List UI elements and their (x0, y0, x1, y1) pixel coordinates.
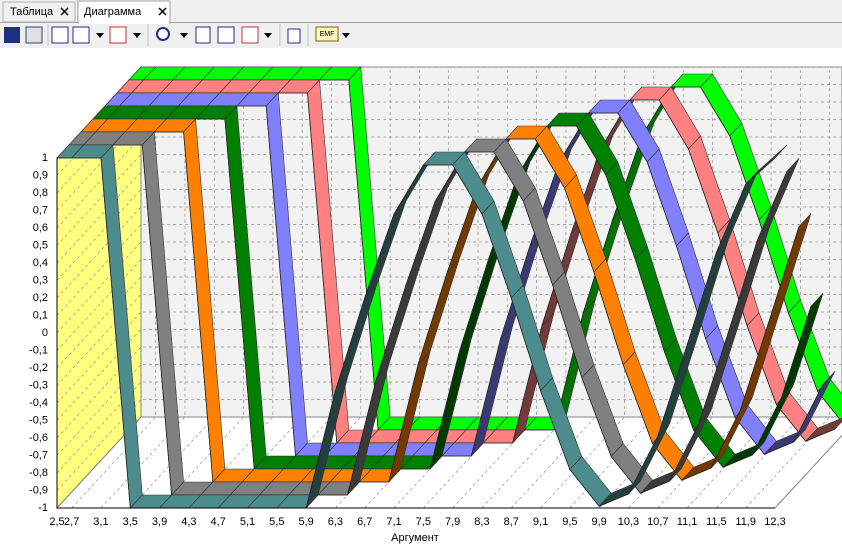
tab[interactable]: Диаграмма (77, 0, 171, 24)
dropdown-arrow[interactable] (133, 33, 141, 38)
x-tick-label: 11,5 (706, 516, 727, 528)
y-tick-label: -0,8 (29, 467, 48, 479)
x-tick-label: 2,5 (49, 516, 64, 528)
x-tick-label: 9,9 (592, 516, 607, 528)
dropdown-arrow[interactable] (342, 33, 350, 38)
y-tick-label: 0,5 (33, 239, 48, 251)
x-tick-label: 7,1 (386, 516, 401, 528)
x-tick-label: 4,7 (211, 516, 226, 528)
ribbon (92, 105, 824, 470)
x-tick-label: 9,5 (562, 516, 577, 528)
x-tick-label: 3,9 (152, 516, 167, 528)
x-tick-label: 7,5 (416, 516, 431, 528)
x-tick-label: 4,3 (181, 516, 196, 528)
tool-button[interactable] (72, 26, 90, 44)
tab[interactable]: Таблица (2, 1, 76, 23)
y-tick-label: 1 (42, 152, 48, 164)
x-axis-title: Аргумент (391, 532, 439, 544)
x-tick-label: 5,1 (240, 516, 255, 528)
y-tick-label: 0 (42, 327, 48, 339)
toolbar: EMF (4, 24, 350, 46)
y-tick-label: -0,9 (29, 484, 48, 496)
x-tick-label: 5,5 (269, 516, 284, 528)
x-tick-label: 7,9 (445, 516, 460, 528)
x-tick-label: 8,7 (504, 516, 519, 528)
tool-button[interactable] (4, 27, 20, 43)
y-tick-label: -1 (38, 502, 48, 514)
tool-button[interactable] (156, 27, 170, 41)
x-tick-label: 9,1 (533, 516, 548, 528)
x-tick-label: 8,3 (474, 516, 489, 528)
series-line (93, 118, 812, 470)
close-icon[interactable] (60, 7, 69, 16)
y-tick-label: -0,6 (29, 432, 48, 444)
y-tick-label: -0,2 (29, 362, 48, 374)
x-tick-label: 12,3 (764, 516, 785, 528)
emf-label[interactable]: EMF (320, 31, 335, 38)
tool-button[interactable] (287, 28, 301, 44)
axis-labels: Аргумент -1 -0,9 -0,8 -0,7 -0,6 -0,5 -0,4 -0,3 -… (29, 152, 786, 544)
tool-button[interactable] (315, 26, 339, 42)
tool-button[interactable] (241, 26, 259, 44)
tool-button[interactable] (195, 26, 211, 44)
dropdown-arrow[interactable] (180, 33, 188, 38)
y-tick-label: 0,2 (33, 292, 48, 304)
ribbon (56, 144, 788, 509)
x-tick-label: 2,7 (64, 516, 79, 528)
dropdown-arrow[interactable] (264, 33, 272, 38)
y-tick-label: 0,8 (33, 187, 48, 199)
x-tick-label: 6,7 (357, 516, 372, 528)
ribbon (68, 131, 800, 496)
tool-button[interactable] (51, 26, 69, 44)
y-tick-label: -0,3 (29, 379, 48, 391)
y-tick-label: 0,4 (33, 257, 48, 269)
y-tick-label: 0,6 (33, 222, 48, 234)
tab-label[interactable]: Таблица (10, 6, 54, 18)
x-tick-label: 6,3 (328, 516, 343, 528)
y-tick-label: -0,1 (29, 344, 48, 356)
y-tick-label: -0,5 (29, 414, 48, 426)
tab-label[interactable]: Диаграмма (84, 6, 142, 18)
y-tick-label: -0,7 (29, 449, 48, 461)
tool-button[interactable] (25, 26, 43, 44)
y-tick-label: 0,3 (33, 274, 48, 286)
tool-button[interactable] (217, 26, 235, 44)
y-tick-label: 0,1 (33, 309, 48, 321)
tool-button[interactable] (109, 26, 127, 44)
ribbon (80, 118, 812, 483)
x-tick-label: 11,9 (735, 516, 756, 528)
x-tick-label: 10,7 (647, 516, 668, 528)
series-line (81, 131, 800, 483)
dropdown-arrow[interactable] (96, 33, 104, 38)
x-tick-label: 3,5 (123, 516, 138, 528)
chart (55, 65, 842, 510)
ribbon (104, 92, 836, 457)
x-tick-label: 3,1 (93, 516, 108, 528)
x-tick-label: 11,1 (677, 516, 698, 528)
x-tick-label: 10,3 (618, 516, 639, 528)
y-tick-label: -0,4 (29, 397, 48, 409)
close-icon[interactable] (158, 7, 167, 16)
y-tick-label: 0,9 (33, 169, 48, 181)
x-tick-label: 5,9 (298, 516, 313, 528)
y-tick-label: 0,7 (33, 204, 48, 216)
